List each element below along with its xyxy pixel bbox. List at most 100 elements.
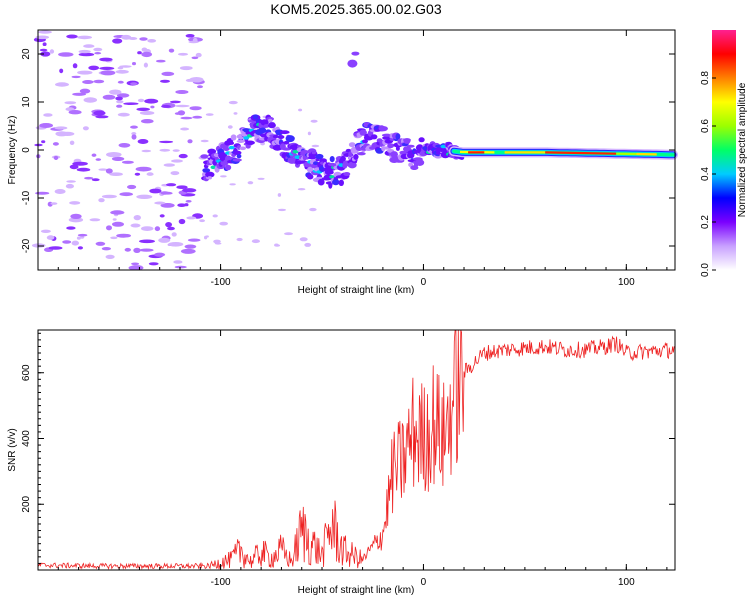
noise-blob [137, 139, 149, 144]
noise-blob [82, 126, 89, 131]
spectrogram-y-ticks: -20 -10 0 10 20 [21, 48, 675, 253]
noise-blob [160, 203, 175, 208]
noise-blob [82, 80, 94, 84]
y-tick-label: 600 [21, 364, 32, 381]
noise-blob [65, 183, 74, 189]
noise-blob [55, 131, 68, 137]
noise-blob [66, 180, 76, 183]
noise-blob [133, 215, 141, 221]
noise-blob [131, 134, 137, 140]
signal-peak [292, 149, 299, 154]
noise-blob [109, 89, 122, 95]
noise-blob [182, 188, 197, 193]
noise-blob [116, 93, 130, 98]
noise-blob [192, 115, 203, 119]
signal-peak [228, 145, 235, 150]
noise-blob [49, 49, 55, 54]
signal-blob [387, 143, 394, 149]
noise-blob [39, 48, 48, 52]
noise-blob [68, 110, 82, 115]
noise-blob [79, 235, 85, 239]
signal-blob [406, 144, 415, 148]
noise-blob [159, 148, 171, 152]
signal-blob [263, 124, 270, 128]
colorbar-gradient [712, 30, 736, 270]
signal-blob [267, 122, 276, 129]
noise-blob [227, 125, 233, 129]
signal-blob [200, 154, 209, 159]
noise-blob [127, 184, 137, 190]
noise-blob [148, 262, 159, 266]
noise-blob [195, 52, 202, 58]
noise-blob [106, 225, 112, 231]
signal-blob [272, 134, 279, 139]
signal-blob [268, 118, 273, 123]
noise-blob [187, 238, 201, 242]
noise-blob [130, 223, 141, 228]
noise-blob [159, 214, 165, 218]
signal-blob [348, 142, 356, 148]
noise-blob [95, 115, 109, 119]
noise-blob [78, 52, 95, 57]
noise-blob [41, 140, 46, 144]
noise-blob [141, 149, 152, 153]
y-tick-label: -20 [21, 238, 32, 253]
noise-blob [309, 207, 317, 212]
noise-blob [131, 132, 137, 136]
noise-blob [68, 217, 84, 223]
noise-blob [184, 203, 189, 207]
noise-blob [77, 70, 93, 75]
noise-blob [59, 68, 64, 74]
signal-blob [418, 137, 425, 143]
colorbar: 0.0 0.2 0.4 0.6 0.8 Normalized spectral ampl… [700, 30, 748, 277]
noise-blob [168, 48, 175, 53]
signal-blob [230, 134, 237, 141]
signal-blob [340, 155, 346, 162]
signal-blob [236, 139, 246, 143]
noise-blob [185, 78, 194, 82]
noise-blob [141, 119, 154, 124]
noise-blob [193, 79, 202, 83]
noise-blob [155, 59, 166, 63]
noise-blob [277, 193, 282, 197]
noise-blob [168, 242, 184, 247]
noise-blob [180, 116, 193, 120]
colorbar-tick-label: 0.2 [700, 215, 711, 229]
noise-blob [88, 65, 100, 71]
noise-blob [83, 97, 98, 103]
noise-blob [167, 226, 175, 231]
noise-blob [69, 201, 81, 205]
noise-blob [69, 140, 75, 145]
noise-blob [212, 214, 218, 218]
noise-blob [89, 218, 101, 222]
noise-blob [136, 194, 153, 199]
noise-blob [109, 172, 123, 176]
noise-blob [299, 237, 308, 242]
x-tick-label: 100 [618, 277, 635, 288]
spectrogram-signal-track [200, 51, 678, 189]
spectrogram-y-axis-label: Frequency (Hz) [7, 116, 18, 185]
colorbar-ticks: 0.0 0.2 0.4 0.6 0.8 [700, 71, 716, 277]
noise-blob [177, 52, 189, 56]
signal-blob [259, 127, 267, 134]
noise-blob [158, 237, 171, 243]
noise-blob [204, 235, 208, 240]
signal-blob [370, 134, 378, 140]
noise-blob [64, 101, 77, 105]
noise-blob [311, 144, 320, 148]
noise-blob [178, 218, 186, 225]
noise-blob [180, 248, 196, 254]
noise-blob [251, 239, 260, 244]
noise-blob [43, 113, 53, 117]
noise-blob [83, 44, 95, 48]
noise-blob [105, 254, 115, 259]
noise-blob [257, 177, 265, 180]
y-tick-label: 200 [21, 495, 32, 512]
signal-blob [283, 140, 290, 145]
noise-blob [124, 247, 131, 252]
colorbar-label: Normalized spectral amplitude [737, 82, 748, 217]
noise-blob [111, 156, 125, 161]
signal-blob [343, 172, 351, 176]
noise-blob [184, 244, 197, 249]
